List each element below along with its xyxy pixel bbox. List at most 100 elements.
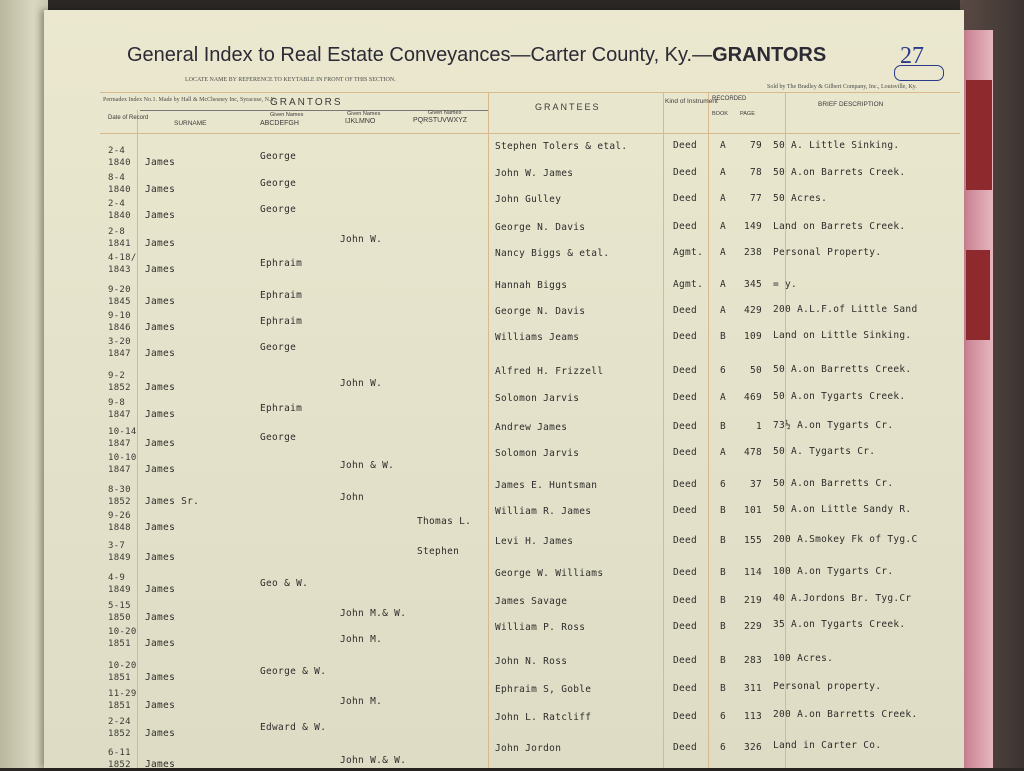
date-cell: 6-11 1852: [108, 747, 131, 771]
page-cell: 429: [743, 305, 762, 316]
grantee-cell: Hannah Biggs: [495, 280, 568, 291]
record-year: 1841: [108, 239, 131, 249]
desc-cell: 40 A.Jordons Br. Tyg.Cr: [773, 593, 912, 605]
book-cell: B: [720, 683, 727, 694]
maker-note: Permadex Index No.1. Made by Hall & McCh…: [103, 97, 276, 103]
grantee-cell: William R. James: [495, 506, 592, 517]
surname-cell: James: [145, 264, 176, 275]
page-cell: 101: [743, 505, 762, 516]
date-cell: 2-8 1841: [108, 226, 131, 250]
rule: [708, 92, 709, 768]
page-cell: 345: [743, 279, 762, 290]
surname-cell: James: [145, 700, 176, 711]
grantee-cell: John Jordon: [495, 743, 562, 754]
page-cell: 283: [743, 655, 762, 666]
kind-cell: Deed: [673, 392, 698, 403]
ledger-page: [44, 10, 964, 768]
col-grantees: GRANTEES: [535, 102, 601, 112]
record-date: 2-4: [108, 146, 126, 156]
kind-cell: Deed: [673, 365, 698, 376]
grantee-cell: George W. Williams: [495, 568, 604, 579]
book-cell: B: [720, 655, 727, 666]
kind-cell: Deed: [673, 193, 698, 204]
record-year: 1840: [108, 211, 131, 221]
record-year: 1852: [108, 383, 131, 393]
record-date: 2-8: [108, 227, 126, 237]
kind-cell: Deed: [673, 505, 698, 516]
book-cell: 6: [720, 479, 727, 490]
record-date: 8-30: [108, 485, 131, 495]
date-cell: 9-10 1846: [108, 310, 131, 334]
desc-cell: 35 A.on Tygarts Creek.: [773, 619, 906, 631]
record-year: 1852: [108, 729, 131, 739]
desc-cell: Personal Property.: [773, 246, 882, 258]
rule: [100, 133, 960, 134]
date-cell: 2-24 1852: [108, 716, 131, 740]
record-date: 4-18/: [108, 253, 137, 263]
page-cell: 478: [743, 447, 762, 458]
g3-cell: Thomas L.: [417, 516, 472, 527]
desc-cell: 100 Acres.: [773, 653, 834, 665]
record-date: 9-8: [108, 398, 126, 408]
date-cell: 8-4 1840: [108, 172, 131, 196]
page-number-box: [894, 65, 944, 81]
record-date: 2-24: [108, 717, 131, 727]
grantee-cell: James Savage: [495, 596, 568, 607]
index-tab: [966, 80, 992, 190]
date-cell: 10-14 1847: [108, 426, 137, 450]
page-cell: 77: [749, 193, 762, 204]
g1-cell: George: [260, 342, 297, 353]
date-cell: 10-20 1851: [108, 660, 137, 684]
col-page: PAGE: [740, 111, 755, 117]
kind-cell: Deed: [673, 655, 698, 666]
col-given2: IJKLMNO: [345, 118, 376, 125]
col-kind: Kind of Instrument: [665, 98, 718, 105]
surname-cell: James: [145, 672, 176, 683]
book-cell: 6: [720, 365, 727, 376]
g1-cell: Ephraim: [260, 258, 303, 269]
book-cell: A: [720, 392, 727, 403]
kind-cell: Deed: [673, 331, 698, 342]
record-year: 1849: [108, 553, 131, 563]
g2-cell: John M.: [340, 696, 383, 707]
g2-cell: John M.& W.: [340, 608, 407, 619]
date-cell: 9-8 1847: [108, 397, 131, 421]
record-year: 1847: [108, 410, 131, 420]
date-cell: 9-20 1845: [108, 284, 131, 308]
grantee-cell: George N. Davis: [495, 222, 586, 233]
desc-cell: 200 A.L.F.of Little Sand: [773, 304, 918, 316]
record-year: 1843: [108, 265, 131, 275]
surname-cell: James: [145, 238, 176, 249]
record-date: 9-10: [108, 311, 131, 321]
index-tab: [966, 250, 990, 340]
grantee-cell: William P. Ross: [495, 622, 586, 633]
page-cell: 114: [743, 567, 762, 578]
rule: [785, 92, 786, 768]
page-cell: 219: [743, 595, 762, 606]
grantee-cell: John N. Ross: [495, 656, 568, 667]
date-cell: 3-7 1849: [108, 540, 131, 564]
surname-cell: James: [145, 322, 176, 333]
grantee-cell: George N. Davis: [495, 306, 586, 317]
desc-cell: 50 A. Little Sinking.: [773, 140, 900, 151]
book-cell: B: [720, 595, 727, 606]
record-date: 5-15: [108, 601, 131, 611]
col-book: BOOK: [712, 111, 728, 117]
g1-cell: George: [260, 432, 297, 443]
record-date: 9-26: [108, 511, 131, 521]
book-cell: B: [720, 421, 727, 432]
page-number: 27: [900, 43, 924, 69]
desc-cell: Land in Carter Co.: [773, 739, 882, 751]
page-cell: 326: [743, 742, 762, 753]
page-cell: 311: [743, 683, 762, 694]
g1-cell: George: [260, 178, 297, 189]
record-date: 10-14: [108, 427, 137, 437]
left-page: [0, 0, 48, 768]
book-cell: A: [720, 305, 727, 316]
desc-cell: 50 Acres.: [773, 192, 828, 204]
col-description: BRIEF DESCRIPTION: [818, 101, 884, 108]
book-cell: B: [720, 331, 727, 342]
record-year: 1847: [108, 465, 131, 475]
seller-note: Sold by The Bradley & Gilbert Company, I…: [767, 84, 917, 90]
desc-cell: 50 A.on Barretts Creek.: [773, 364, 912, 376]
